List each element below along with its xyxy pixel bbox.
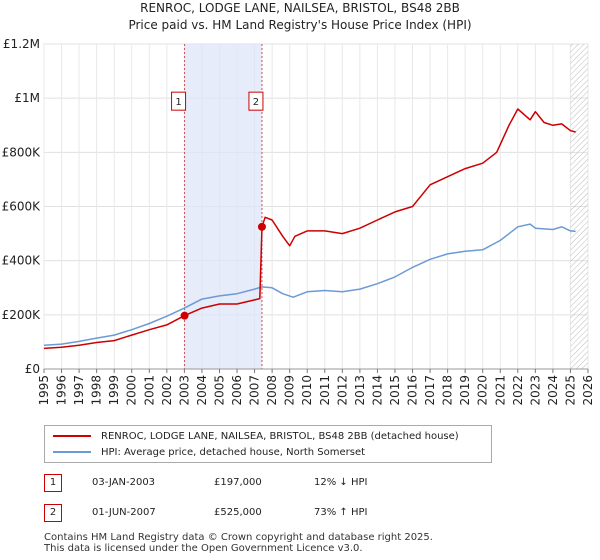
y-tick-label: £0 — [25, 362, 40, 376]
x-tick-label: 2003 — [177, 375, 191, 406]
x-tick-label: 2015 — [388, 375, 402, 406]
annotation-box — [171, 91, 187, 111]
x-tick-label: 2005 — [212, 375, 226, 406]
legend: RENROC, LODGE LANE, NAILSEA, BRISTOL, BS… — [44, 425, 492, 463]
y-tick-label: £200K — [2, 308, 42, 322]
chart-subtitle: Price paid vs. HM Land Registry's House … — [128, 18, 471, 32]
y-tick-label: £1M — [14, 91, 40, 105]
y-tick-label: £400K — [2, 254, 42, 268]
transaction-hpi-change: 12% ↓ HPI — [314, 477, 368, 488]
x-tick-label: 2011 — [318, 375, 332, 406]
legend-item-hpi: HPI: Average price, detached house, Nort… — [53, 445, 365, 459]
x-tick-label: 2013 — [353, 375, 367, 406]
annotation-box — [248, 91, 264, 111]
x-tick-label: 2007 — [248, 375, 262, 406]
y-tick-label: £800K — [2, 145, 42, 159]
hatched-forecast-region — [570, 44, 588, 369]
x-axis: 1995 1996 1997 1998 1999 2000 2001 2002 2003 2004… — [37, 368, 595, 406]
x-tick-label: 2021 — [493, 375, 507, 406]
x-tick-label: 2012 — [335, 375, 349, 406]
legend-item-property: RENROC, LODGE LANE, NAILSEA, BRISTOL, BS… — [53, 429, 459, 443]
footer: Contains HM Land Registry data © Crown c… — [44, 532, 433, 554]
legend-label-hpi: HPI: Average price, detached house, Nort… — [101, 446, 366, 458]
x-tick-label: 1995 — [37, 375, 51, 406]
x-tick-label: 2000 — [125, 375, 139, 406]
x-tick-label: 2017 — [423, 375, 437, 406]
x-tick-label: 2014 — [370, 375, 384, 406]
sale-point — [257, 222, 266, 231]
x-tick-label: 2025 — [563, 375, 577, 406]
x-tick-label: 2019 — [458, 375, 472, 406]
sale-point — [180, 311, 189, 320]
x-tick-label: 1999 — [107, 375, 121, 406]
x-tick-label: 2023 — [528, 375, 542, 406]
x-tick-label: 1998 — [90, 375, 104, 406]
property-series-line — [43, 108, 576, 350]
legend-swatch-property — [53, 435, 91, 437]
x-tick-label: 2001 — [142, 375, 156, 406]
x-tick-label: 2022 — [511, 375, 525, 406]
x-tick-label: 2018 — [441, 375, 455, 406]
transaction-price: £525,000 — [214, 507, 262, 518]
footer-copyright: Contains HM Land Registry data © Crown c… — [44, 532, 433, 543]
price-chart: RENROC, LODGE LANE, NAILSEA, BRISTOL, BS… — [2, 1, 595, 406]
annotation-label: 1 — [175, 97, 181, 108]
transaction-hpi-change: 73% ↑ HPI — [314, 507, 368, 518]
x-tick-label: 2026 — [581, 375, 595, 406]
x-tick-label: 2024 — [546, 375, 560, 406]
transaction-date: 01-JUN-2007 — [92, 507, 156, 518]
chart-title: RENROC, LODGE LANE, NAILSEA, BRISTOL, BS… — [140, 1, 460, 15]
transaction-badge: 1 — [44, 474, 62, 492]
x-tick-label: 1997 — [72, 375, 86, 406]
hpi-series-line — [43, 223, 576, 346]
x-tick-label: 2004 — [195, 375, 209, 406]
x-tick-label: 2006 — [230, 375, 244, 406]
x-tick-label: 2020 — [476, 375, 490, 406]
legend-label-property: RENROC, LODGE LANE, NAILSEA, BRISTOL, BS… — [101, 430, 459, 442]
transaction-badge: 2 — [44, 504, 62, 522]
series-lines — [43, 108, 576, 350]
x-tick-label: 2002 — [160, 375, 174, 406]
x-tick-label: 2016 — [406, 375, 420, 406]
x-tick-label: 1996 — [55, 375, 69, 406]
x-tick-label: 2008 — [265, 375, 279, 406]
transaction-date: 03-JAN-2003 — [92, 477, 156, 488]
annotation-label: 2 — [253, 97, 259, 108]
legend-swatch-hpi — [53, 451, 91, 453]
footer-licence: This data is licensed under the Open Gov… — [44, 543, 363, 554]
y-tick-label: £600K — [2, 200, 42, 214]
x-tick-label: 2010 — [300, 375, 314, 406]
y-tick-label: £1.2M — [3, 37, 40, 51]
transaction-price: £197,000 — [214, 477, 262, 488]
x-tick-label: 2009 — [283, 375, 297, 406]
y-axis: £0 £200K £400K £600K £800K £1M £1.2M — [2, 37, 42, 376]
